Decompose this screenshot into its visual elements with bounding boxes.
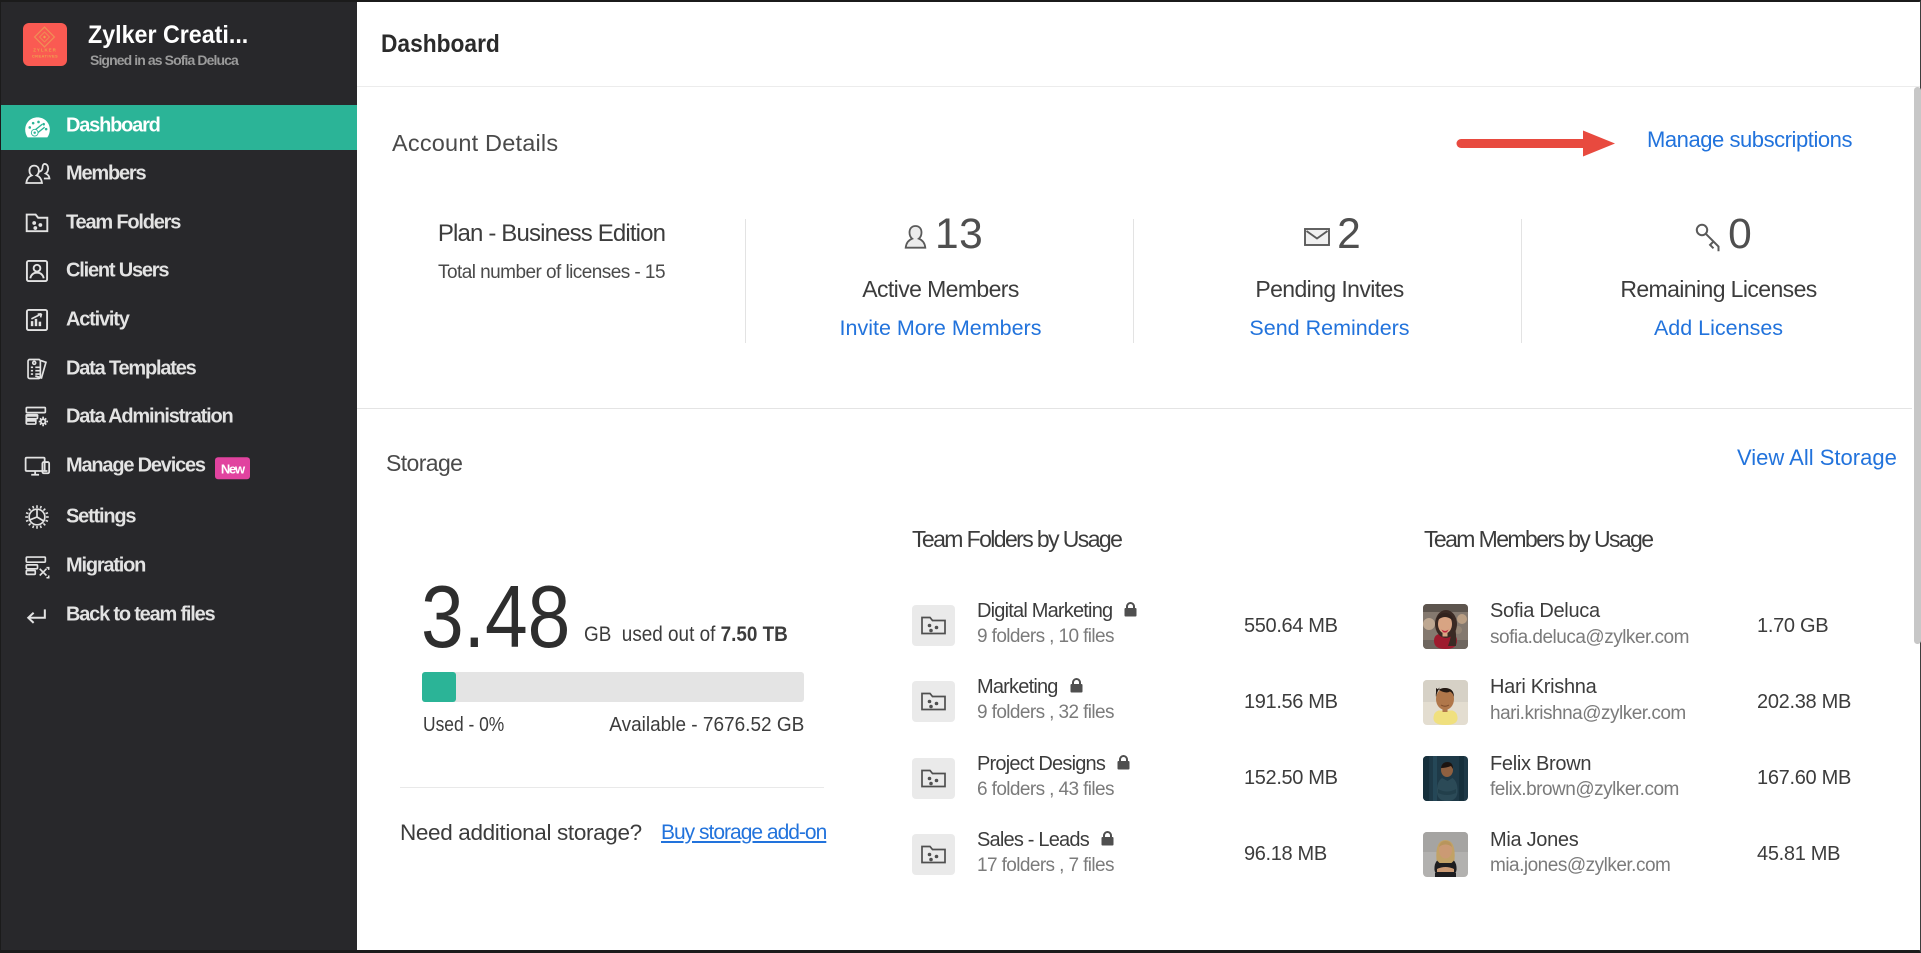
svg-text:ZYLKER: ZYLKER: [33, 48, 57, 53]
svg-text:CREATIVES: CREATIVES: [32, 54, 58, 59]
